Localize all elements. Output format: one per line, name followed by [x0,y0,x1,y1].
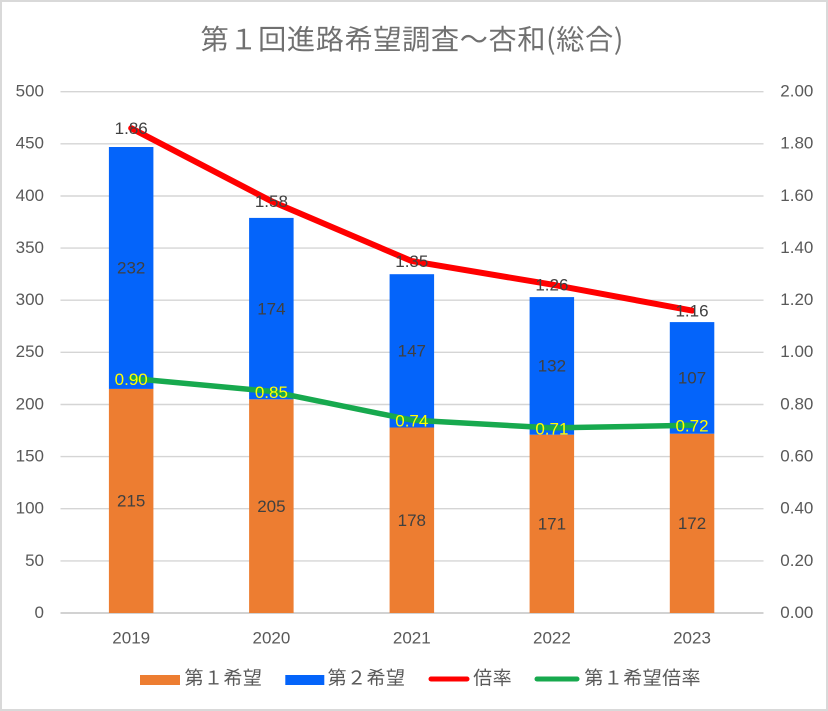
svg-text:0.90: 0.90 [115,370,148,389]
svg-text:1.58: 1.58 [255,192,288,211]
svg-text:171: 171 [538,515,566,534]
svg-text:1.00: 1.00 [780,342,813,361]
svg-text:0.20: 0.20 [780,551,813,570]
svg-text:1.20: 1.20 [780,290,813,309]
svg-text:1.80: 1.80 [780,134,813,153]
svg-text:100: 100 [16,499,44,518]
svg-text:0.71: 0.71 [535,419,568,438]
svg-text:0.00: 0.00 [780,603,813,622]
svg-text:350: 350 [16,238,44,257]
svg-text:0.40: 0.40 [780,499,813,518]
svg-text:172: 172 [678,514,706,533]
svg-text:178: 178 [398,511,426,530]
svg-text:300: 300 [16,290,44,309]
svg-text:150: 150 [16,447,44,466]
svg-text:1.40: 1.40 [780,238,813,257]
svg-text:232: 232 [117,259,145,278]
svg-text:2019: 2019 [112,629,150,648]
svg-text:250: 250 [16,342,44,361]
svg-text:132: 132 [538,357,566,376]
svg-text:2.00: 2.00 [780,82,813,101]
svg-text:0.80: 0.80 [780,394,813,413]
svg-text:450: 450 [16,134,44,153]
svg-text:500: 500 [16,82,44,101]
svg-text:215: 215 [117,492,145,511]
svg-text:1.86: 1.86 [115,119,148,138]
svg-text:2021: 2021 [393,629,431,648]
svg-text:50: 50 [25,551,44,570]
svg-text:2022: 2022 [533,629,571,648]
svg-text:0.60: 0.60 [780,447,813,466]
svg-text:1.60: 1.60 [780,186,813,205]
svg-text:174: 174 [257,299,285,318]
svg-text:1.16: 1.16 [675,301,708,320]
svg-text:0.85: 0.85 [255,383,288,402]
svg-text:0: 0 [35,603,44,622]
svg-text:2023: 2023 [673,629,711,648]
svg-text:2020: 2020 [252,629,290,648]
svg-text:1.26: 1.26 [535,275,568,294]
svg-text:1.35: 1.35 [395,252,428,271]
svg-text:107: 107 [678,369,706,388]
svg-text:147: 147 [398,342,426,361]
svg-text:0.72: 0.72 [675,417,708,436]
svg-text:205: 205 [257,497,285,516]
svg-text:200: 200 [16,394,44,413]
svg-text:0.74: 0.74 [395,412,428,431]
svg-text:400: 400 [16,186,44,205]
